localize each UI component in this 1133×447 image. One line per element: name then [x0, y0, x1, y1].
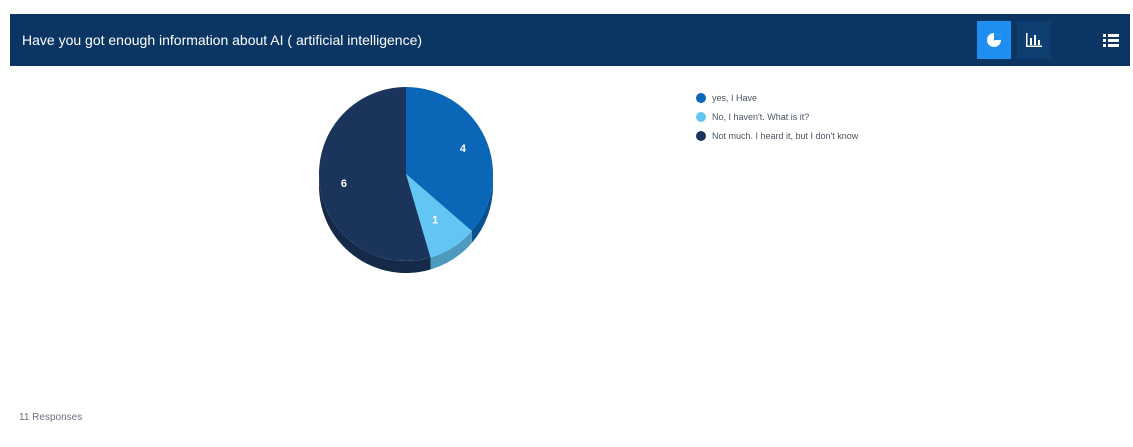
- pie-side-2: [319, 174, 431, 273]
- pie-slice-0[interactable]: [406, 87, 494, 231]
- legend-item-yes[interactable]: yes, I Have: [696, 88, 858, 107]
- legend-dot-no: [696, 111, 706, 122]
- legend-dot-yes: [696, 92, 706, 103]
- list-view-button[interactable]: [1094, 21, 1128, 59]
- legend-label-not-much: Not much. I heard it, but I don't know: [712, 130, 859, 141]
- pie-side-1: [430, 230, 472, 270]
- bar-chart-button[interactable]: [1017, 21, 1051, 59]
- response-count: 11 Responses: [19, 412, 83, 423]
- pie-slice-1[interactable]: [406, 174, 472, 258]
- legend-label-yes: yes, I Have: [712, 92, 758, 103]
- chart-title: Have you got enough information about AI…: [22, 32, 423, 48]
- pie-data-label-2: 6: [341, 178, 347, 190]
- bar-chart-icon: [1026, 33, 1042, 47]
- pie-data-label-0: 4: [460, 143, 467, 155]
- chart-legend: yes, I Have No, I haven't. What is it? N…: [696, 88, 858, 145]
- legend-label-no: No, I haven't. What is it?: [712, 111, 810, 122]
- chart-header: Have you got enough information about AI…: [10, 14, 1130, 66]
- pie-data-label-1: 1: [432, 214, 438, 226]
- pie-chart-icon: [987, 33, 1001, 47]
- chart-area: 4 1 6: [0, 70, 1133, 400]
- pie-side-0: [471, 174, 493, 243]
- list-icon: [1103, 34, 1119, 47]
- pie-chart: 4 1 6: [319, 87, 494, 273]
- legend-item-not-much[interactable]: Not much. I heard it, but I don't know: [696, 126, 858, 145]
- legend-dot-not-much: [696, 130, 706, 141]
- pie-chart-button[interactable]: [977, 21, 1011, 59]
- legend-item-no[interactable]: No, I haven't. What is it?: [696, 107, 858, 126]
- pie-slice-2[interactable]: [319, 87, 431, 261]
